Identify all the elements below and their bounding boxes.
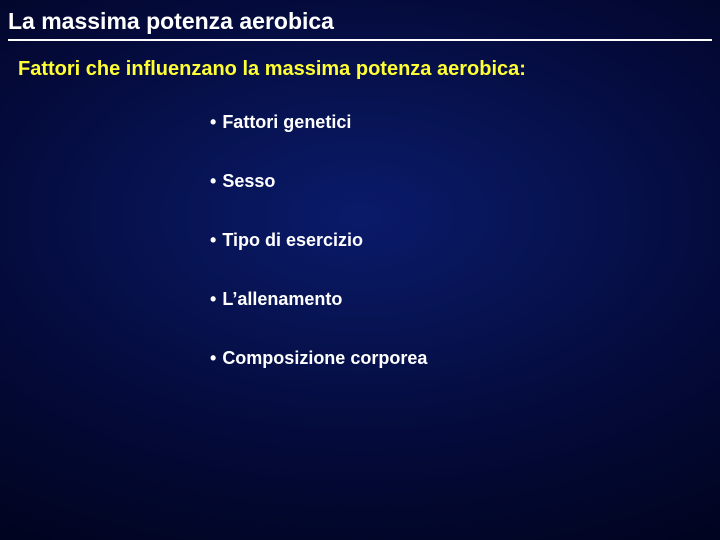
bullet-marker: • [210, 348, 216, 369]
title-bar: La massima potenza aerobica [8, 8, 712, 41]
bullet-text: L’allenamento [222, 289, 342, 309]
bullet-text: Sesso [222, 171, 275, 191]
title-underline [8, 39, 712, 41]
list-item: • Composizione corporea [210, 348, 427, 369]
slide-title: La massima potenza aerobica [8, 8, 712, 39]
bullet-list: • Fattori genetici • Sesso • Tipo di eserci… [210, 112, 427, 407]
bullet-text: Composizione corporea [222, 348, 427, 368]
bullet-text: Fattori genetici [222, 112, 351, 132]
bullet-marker: • [210, 171, 216, 192]
bullet-marker: • [210, 230, 216, 251]
bullet-text: Tipo di esercizio [222, 230, 363, 250]
list-item: • Tipo di esercizio [210, 230, 427, 251]
list-item: • L’allenamento [210, 289, 427, 310]
bullet-marker: • [210, 112, 216, 133]
slide-subtitle: Fattori che influenzano la massima poten… [18, 58, 526, 81]
bullet-marker: • [210, 289, 216, 310]
list-item: • Sesso [210, 171, 427, 192]
slide: La massima potenza aerobica Fattori che … [0, 0, 720, 540]
list-item: • Fattori genetici [210, 112, 427, 133]
